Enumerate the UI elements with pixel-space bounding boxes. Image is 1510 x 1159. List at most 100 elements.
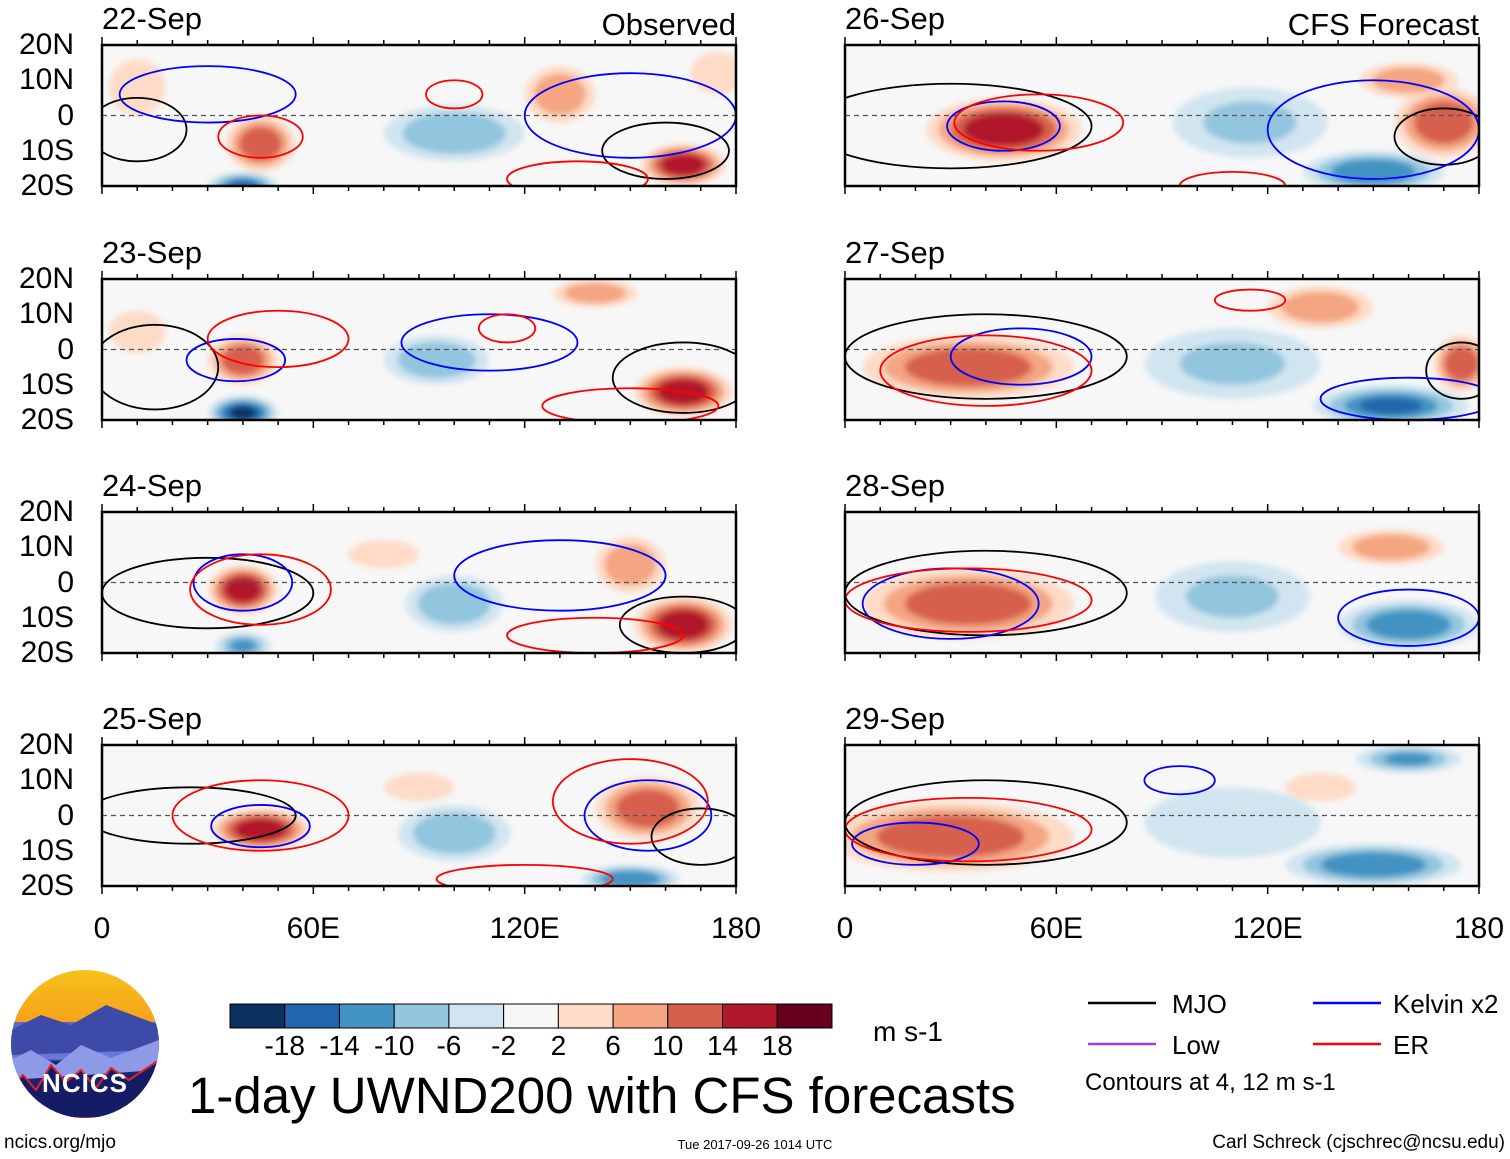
colorbar-level-label: 14 — [706, 1030, 739, 1061]
anomaly-mark — [230, 406, 256, 420]
y-tick-label: 20N — [18, 728, 74, 761]
er-contour — [845, 796, 1093, 863]
colorbar-swatch — [338, 1003, 395, 1029]
y-tick-label: 10N — [18, 763, 74, 797]
colorbar-level-label: -10 — [373, 1030, 415, 1061]
anomaly-mark — [120, 70, 155, 105]
colorbar-units: m s-1 — [873, 1016, 943, 1047]
x-tick-label: 0 — [836, 912, 854, 945]
anomaly-mark — [120, 319, 155, 345]
er-contour — [425, 79, 484, 110]
colorbar-swatch — [612, 1003, 669, 1029]
x-tick-label: 60E — [286, 912, 341, 945]
x-tick-label: 120E — [489, 912, 560, 945]
anomaly-mark — [246, 132, 275, 155]
anomaly-mark — [421, 119, 488, 147]
map-panel-24-Sep — [100, 504, 738, 661]
y-tick-label: 10S — [20, 367, 74, 401]
y-tick-label: 0 — [57, 565, 74, 599]
anomaly-mark — [667, 157, 699, 173]
anomaly-mark — [1380, 614, 1437, 635]
mjo-contour — [650, 807, 736, 866]
map-panel-22-Sep — [100, 37, 738, 194]
footer-site-link[interactable]: ncics.org/mjo — [4, 1132, 116, 1153]
er-contour — [189, 553, 332, 626]
anomaly-mark — [427, 819, 481, 847]
kelvin-contour — [1319, 376, 1479, 420]
anomaly-mark — [242, 821, 279, 838]
anomaly-mark — [1299, 778, 1342, 796]
mjo-contour — [102, 323, 220, 411]
x-tick-label: 60E — [1029, 912, 1084, 945]
mjo-contour — [845, 779, 1128, 866]
map-panel-25-Sep — [100, 737, 738, 894]
er-contour — [541, 387, 720, 420]
legend-er-label: ER — [1393, 1030, 1430, 1060]
er-contour — [217, 114, 304, 159]
y-tick-label: 10N — [18, 530, 74, 564]
er-contour — [435, 863, 614, 886]
y-tick-label: 20S — [20, 869, 74, 902]
y-tick-label: 20N — [18, 28, 74, 61]
column-label-forecast: CFS Forecast — [1287, 7, 1479, 42]
anomaly-mark — [926, 589, 1011, 618]
colorbar-level-label: -6 — [436, 1030, 462, 1061]
anomaly-mark — [613, 551, 647, 579]
anomaly-mark — [228, 180, 257, 186]
y-tick-label: 20S — [20, 169, 74, 202]
anomaly-mark — [610, 873, 651, 885]
er-contour — [171, 779, 350, 852]
anomaly-mark — [665, 614, 701, 635]
anomaly-mark — [397, 778, 441, 796]
anomaly-mark — [1203, 101, 1297, 144]
y-tick-label: 0 — [57, 332, 74, 366]
anomaly-mark — [975, 118, 1032, 142]
anomaly-mark — [1179, 801, 1286, 844]
y-tick-label: 20N — [18, 495, 74, 528]
colorbar-swatch — [667, 1003, 724, 1029]
x-tick-label: 180 — [1453, 912, 1505, 945]
colorbar-swatch — [229, 1003, 286, 1029]
y-tick-label: 0 — [57, 98, 74, 132]
legend-mjo-label: MJO — [1172, 989, 1227, 1019]
map-panel-29-Sep — [843, 737, 1481, 894]
panel-date-title: 29-Sep — [845, 701, 945, 736]
mjo-contour — [845, 82, 1093, 170]
x-tick-label: 180 — [710, 912, 762, 945]
y-tick-label: 10S — [20, 600, 74, 634]
kelvin-contour — [1143, 765, 1216, 796]
colorbar-level-label: 2 — [550, 1030, 567, 1061]
y-tick-label: 10N — [18, 297, 74, 331]
er-contour — [506, 160, 649, 186]
ncics-logo: NCICS — [11, 970, 159, 1118]
panel-date-title: 27-Sep — [845, 235, 945, 270]
er-contour — [1213, 288, 1287, 312]
mjo-contour — [601, 121, 730, 180]
colorbar-level-label: -2 — [491, 1030, 517, 1061]
colorbar-swatch — [284, 1003, 340, 1029]
map-panel-28-Sep — [843, 504, 1481, 661]
mjo-contour — [102, 96, 188, 163]
kelvin-contour — [453, 539, 667, 612]
colorbar-level-label: 10 — [652, 1030, 684, 1061]
colorbar-swatch — [393, 1003, 450, 1029]
kelvin-contour — [583, 779, 713, 852]
er-contour — [551, 758, 709, 845]
anomaly-mark — [901, 822, 1000, 851]
y-tick-label: 20S — [20, 403, 74, 436]
mjo-contour — [611, 341, 736, 414]
anomaly-mark — [1185, 575, 1279, 618]
panel-date-title: 25-Sep — [102, 701, 202, 736]
x-tick-label: 120E — [1232, 912, 1303, 945]
map-panel-26-Sep — [843, 37, 1481, 194]
panel-date-title: 22-Sep — [102, 1, 202, 36]
anomaly-mark — [1424, 108, 1464, 137]
colorbar-swatch — [557, 1003, 614, 1029]
colorbar-level-label: 18 — [761, 1030, 793, 1061]
anomaly-mark — [1359, 397, 1422, 415]
colorbar-level-label: 6 — [605, 1030, 621, 1061]
kelvin-contour — [185, 338, 287, 383]
mountains-icon — [11, 1005, 159, 1118]
anomaly-mark — [926, 354, 1011, 380]
y-tick-label: 10S — [20, 133, 74, 167]
